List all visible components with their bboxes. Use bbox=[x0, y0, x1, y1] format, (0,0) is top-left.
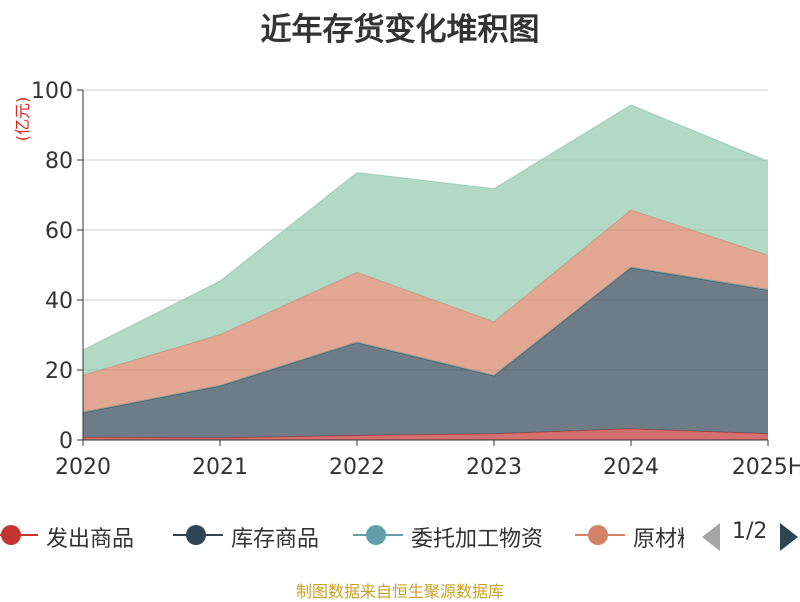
legend-label: 原材料 bbox=[633, 527, 684, 552]
legend-pager: 1/2 bbox=[700, 519, 800, 553]
legend-next-arrow-icon[interactable] bbox=[780, 523, 798, 551]
legend-dot-icon bbox=[186, 525, 206, 545]
legend-dot-icon bbox=[1, 525, 21, 545]
x-tick-label: 2024 bbox=[603, 455, 659, 480]
legend-item[interactable]: 委托加工物资 bbox=[353, 517, 575, 553]
y-tick-label: 100 bbox=[31, 79, 73, 104]
legend-viewport: 发出商品 库存商品 委托加工物资 原材料 bbox=[0, 515, 684, 555]
x-tick-label: 2020 bbox=[55, 455, 111, 480]
data-source-note: 制图数据来自恒生聚源数据库 bbox=[295, 582, 504, 601]
legend-label: 库存商品 bbox=[231, 527, 320, 552]
area-series-4 bbox=[83, 210, 768, 412]
x-tick-label: 2023 bbox=[466, 455, 522, 480]
y-tick-label: 0 bbox=[59, 429, 73, 454]
legend-item[interactable]: 原材料 bbox=[575, 517, 684, 553]
y-tick-label: 80 bbox=[45, 149, 73, 174]
y-tick-label: 40 bbox=[45, 289, 73, 314]
legend-dot-icon bbox=[588, 525, 608, 545]
legend-label: 发出商品 bbox=[46, 527, 135, 552]
legend-dot-icon bbox=[366, 525, 386, 545]
x-tick-label: 2025H bbox=[732, 455, 800, 480]
area-series-1 bbox=[83, 428, 768, 440]
x-tick-label: 2021 bbox=[192, 455, 248, 480]
chart-title: 近年存货变化堆积图 bbox=[260, 12, 540, 48]
y-tick-label: 20 bbox=[45, 359, 73, 384]
axes: 0 20 40 60 80 100 2020 2021 2022 2023 2024 2025H bbox=[31, 79, 800, 480]
area-series-2 bbox=[83, 267, 768, 438]
y-tick-label: 60 bbox=[45, 219, 73, 244]
x-tick-label: 2022 bbox=[329, 455, 385, 480]
legend-prev-arrow-icon[interactable] bbox=[702, 523, 720, 551]
area-series bbox=[82, 104, 769, 440]
legend-page-indicator: 1/2 bbox=[732, 519, 768, 544]
legend: 发出商品 库存商品 委托加工物资 原材料 1/2 bbox=[0, 515, 800, 555]
legend-item[interactable]: 库存商品 bbox=[173, 517, 353, 553]
legend-item[interactable]: 发出商品 bbox=[0, 517, 173, 553]
area-series-5 bbox=[83, 105, 768, 376]
area-series-line-5 bbox=[82, 104, 769, 351]
legend-label: 委托加工物资 bbox=[411, 527, 544, 552]
